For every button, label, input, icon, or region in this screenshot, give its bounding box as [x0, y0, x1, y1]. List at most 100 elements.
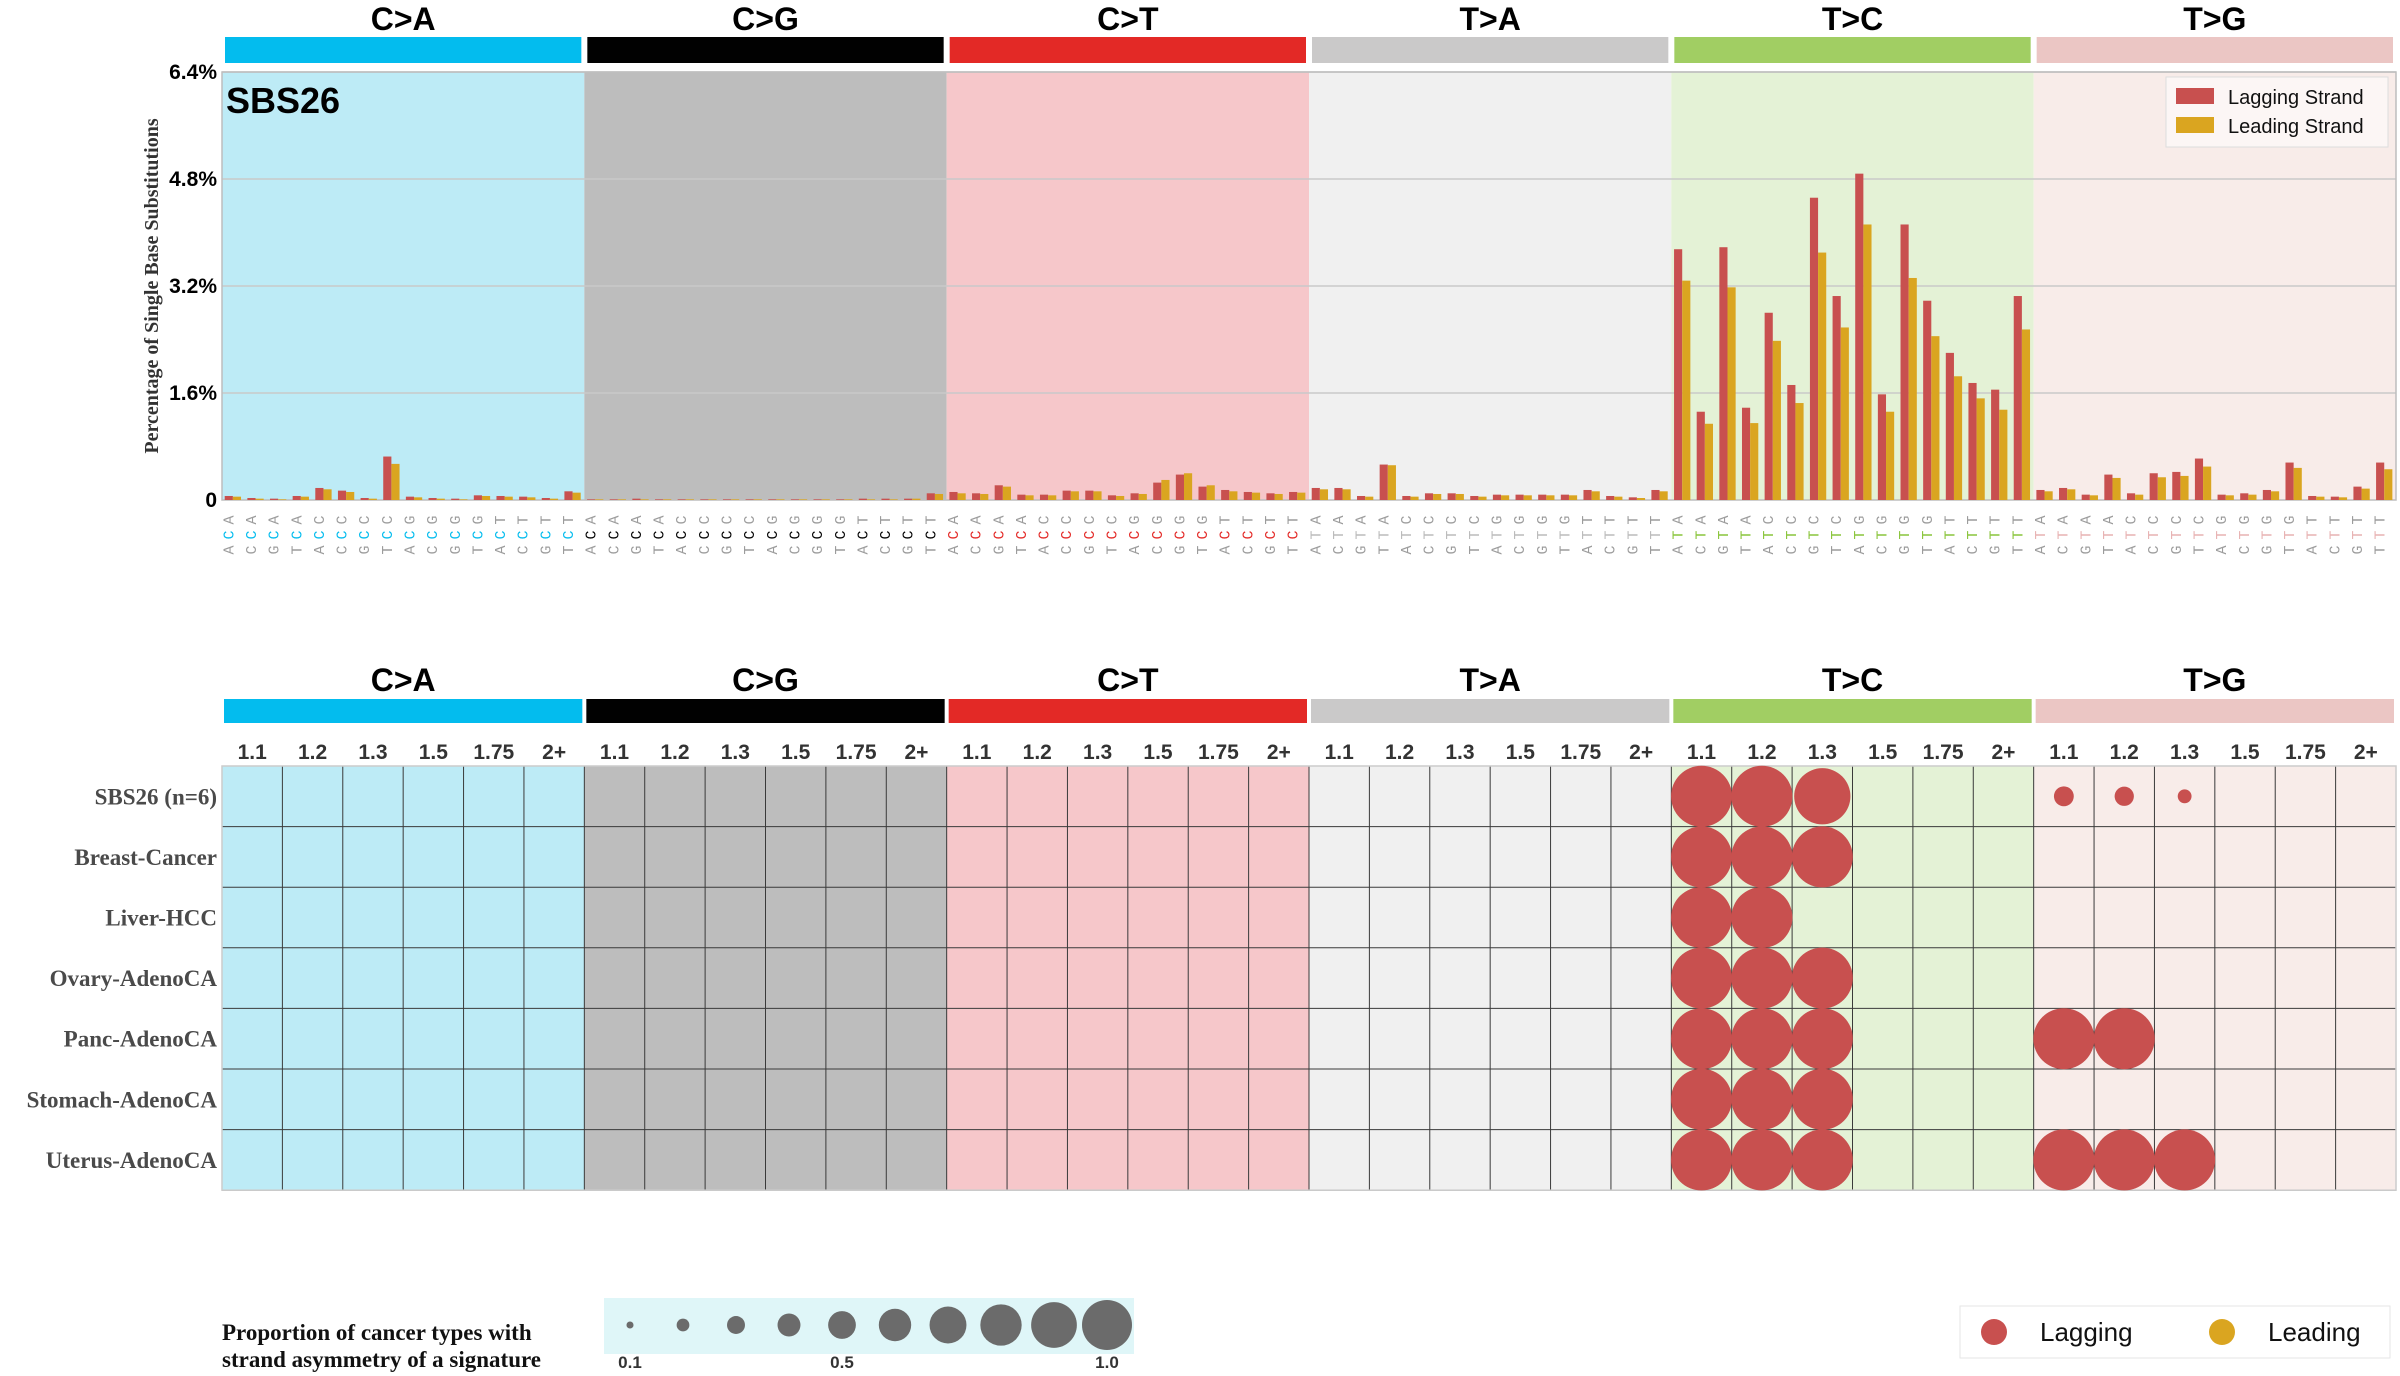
bar-leading	[980, 493, 989, 500]
bar-lagging	[541, 497, 550, 500]
bar-leading	[617, 499, 627, 500]
bar-leading	[1161, 479, 1170, 500]
bar-lagging	[1492, 494, 1502, 500]
context-tick-letter: G	[1172, 545, 1189, 554]
context-tick-letter: G	[1874, 515, 1891, 524]
asymmetry-dot-lagging	[1731, 1129, 1793, 1191]
context-tick-letter: T	[1625, 515, 1642, 524]
context-tick-letter: G	[2259, 515, 2276, 524]
bar-lagging	[337, 490, 347, 500]
bar-leading	[549, 498, 559, 500]
bar-lagging	[1379, 464, 1388, 500]
bar-lagging	[1674, 249, 1683, 500]
context-tick-letter: T	[2373, 545, 2390, 554]
context-tick-letter: T	[1195, 545, 1212, 554]
bar-lagging	[1017, 494, 1026, 500]
context-tick-letter: C	[1399, 515, 1416, 524]
context-tick-letter: G	[1852, 515, 1869, 524]
context-tick-letter: T	[1422, 530, 1439, 539]
context-tick-letter: C	[493, 530, 510, 539]
context-tick-letter: T	[1512, 530, 1529, 539]
signature-title: SBS26	[226, 80, 340, 121]
context-tick-letter: A	[289, 515, 306, 524]
context-tick-letter: T	[652, 545, 669, 554]
context-tick-letter: C	[1784, 515, 1801, 524]
bar-leading	[1455, 493, 1464, 500]
bar-leading	[2089, 495, 2098, 500]
bar-lagging	[2126, 493, 2136, 500]
context-tick-letter: T	[1988, 515, 2005, 524]
bar-leading	[2135, 494, 2144, 500]
bar-leading	[957, 493, 966, 500]
context-tick-letter: A	[1399, 545, 1416, 554]
context-tick-letter: C	[1082, 515, 1099, 524]
context-tick-letter: A	[2305, 545, 2322, 554]
bar-leading	[1297, 492, 1306, 500]
asymmetry-dot-lagging	[2154, 1129, 2216, 1191]
context-tick-letter: C	[1218, 530, 1235, 539]
bar-leading	[2044, 491, 2053, 500]
row-label: SBS26 (n=6)	[95, 784, 217, 809]
context-tick-letter: T	[2010, 530, 2027, 539]
context-tick-letter: G	[2282, 515, 2299, 524]
context-tick-letter: T	[380, 545, 397, 554]
bar-leading	[866, 499, 876, 500]
bar-lagging	[496, 495, 505, 500]
bar-lagging	[360, 497, 369, 500]
context-tick-letter: T	[1354, 530, 1371, 539]
context-tick-letter: G	[1354, 545, 1371, 554]
bar-lagging	[2172, 471, 2181, 500]
context-tick-letter: G	[425, 515, 442, 524]
fold-change-column-label: 1.2	[1747, 741, 1776, 764]
bar-lagging	[904, 498, 913, 500]
context-tick-letter: A	[1739, 515, 1756, 524]
context-tick-letter: C	[1603, 545, 1620, 554]
bar-lagging	[2194, 458, 2204, 500]
bar-leading	[1886, 411, 1895, 500]
context-tick-letter: A	[2033, 545, 2050, 554]
sbs26-strand-bar-chart: C>A C>G C>T T>A T>C T>G 0 1.6% 3.2% 4.8% 6.4% Perce…	[141, 1, 2397, 555]
y-tick-label: 6.4%	[169, 61, 217, 84]
context-tick-letter: G	[1716, 545, 1733, 554]
context-tick-letter: T	[923, 545, 940, 554]
context-tick-letter: A	[674, 545, 691, 554]
asymmetry-dot-lagging	[2093, 1008, 2155, 1070]
context-tick-letter: G	[1625, 545, 1642, 554]
context-tick-letter: T	[1557, 545, 1574, 554]
context-tick-letter: C	[878, 530, 895, 539]
fold-change-column-label: 1.5	[1506, 741, 1536, 764]
context-tick-letter: C	[267, 530, 284, 539]
context-tick-letter: C	[1444, 515, 1461, 524]
context-tick-letter: A	[1852, 545, 1869, 554]
size-legend-dot	[1082, 1300, 1132, 1350]
context-tick-letter: G	[810, 515, 827, 524]
bar-lagging	[1334, 487, 1343, 500]
context-tick-letter: A	[584, 515, 601, 524]
context-tick-letter: A	[946, 515, 963, 524]
bar-lagging	[1085, 490, 1094, 500]
matrix-frame	[221, 765, 2397, 1191]
bar-leading	[1863, 224, 1872, 500]
context-tick-letter: C	[1512, 545, 1529, 554]
bar-lagging	[745, 499, 754, 500]
mutation-type-bar-t-a	[1311, 699, 1670, 723]
context-tick-letter: T	[923, 515, 940, 524]
bar-lagging	[1289, 491, 1298, 500]
context-tick-letter: C	[1784, 545, 1801, 554]
bar-leading	[1478, 496, 1487, 500]
mutation-type-label: C>T	[1097, 1, 1159, 37]
bar-lagging	[224, 495, 233, 500]
strand-legend-label-leading: Leading	[2268, 1317, 2361, 1347]
context-tick-letter: C	[855, 530, 872, 539]
bar-leading	[1251, 492, 1261, 500]
asymmetry-dot-lagging	[1671, 1129, 1733, 1191]
context-tick-letter: T	[2124, 530, 2141, 539]
bar-leading	[1048, 495, 1057, 500]
size-legend-title-line2: strand asymmetry of a signature	[222, 1347, 541, 1372]
context-tick-letter: T	[2305, 530, 2322, 539]
context-tick-letter: G	[402, 515, 419, 524]
context-tick-letter: G	[2169, 545, 2186, 554]
bar-lagging	[1651, 489, 1660, 500]
context-tick-letter: G	[833, 515, 850, 524]
context-tick-letter: A	[402, 545, 419, 554]
